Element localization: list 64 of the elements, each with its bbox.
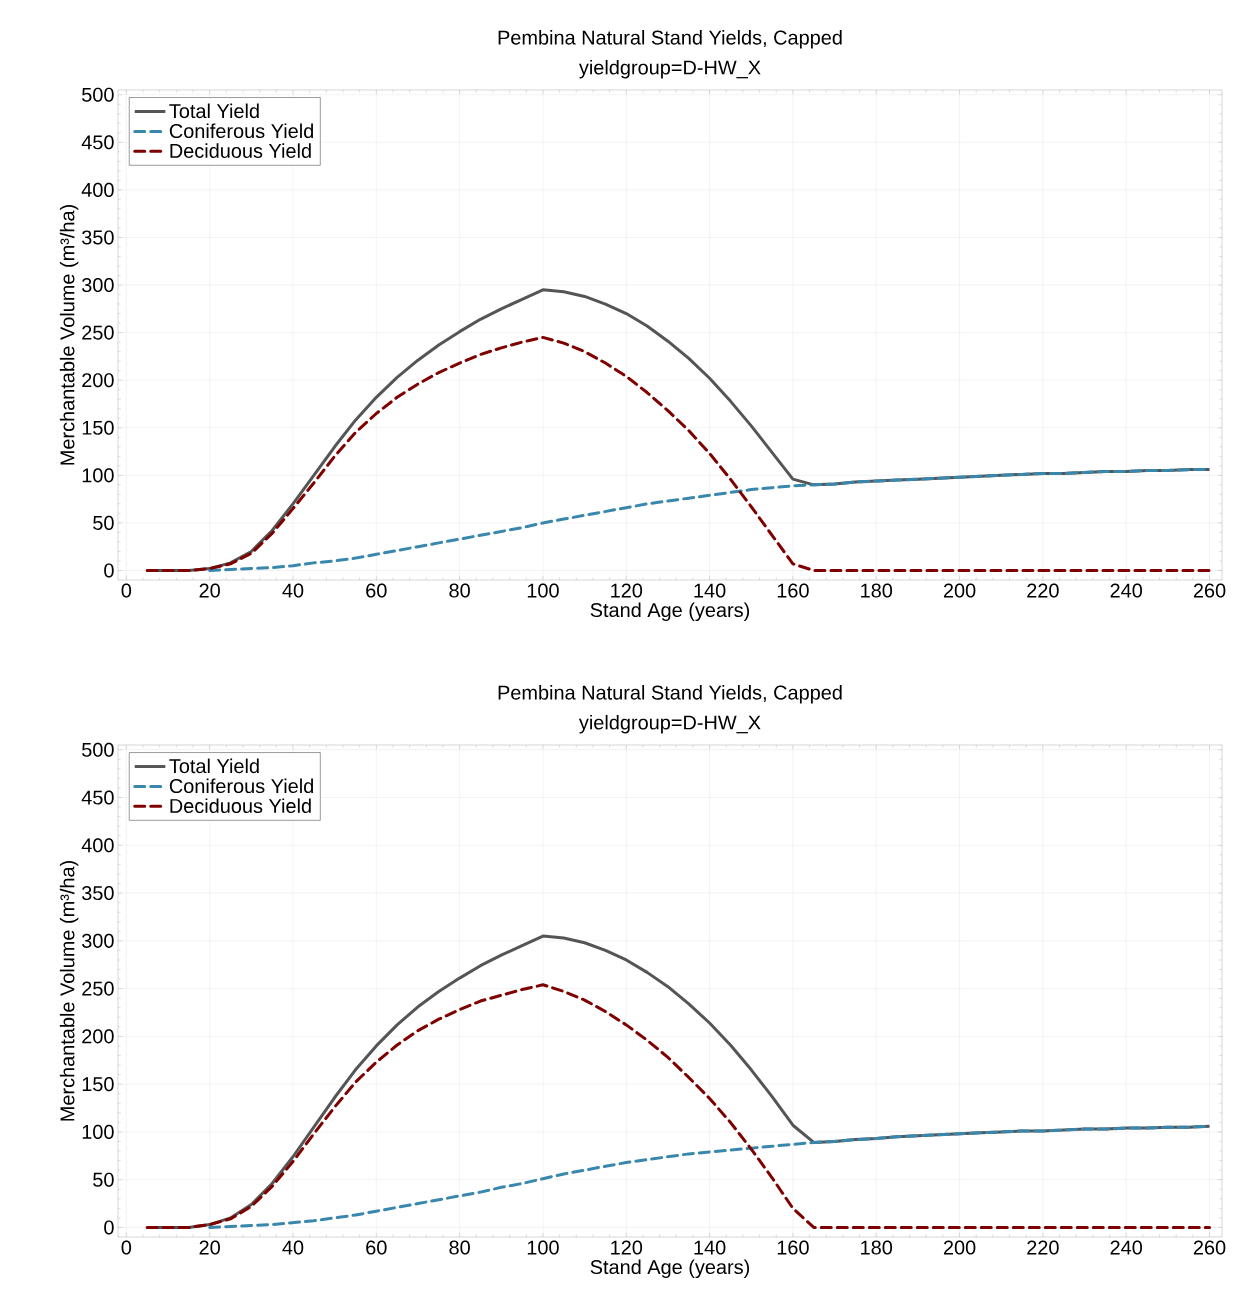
x-tick-label: 260 [1193, 1240, 1226, 1255]
x-tick-label: 40 [282, 583, 304, 598]
x-tick-label: 240 [1110, 1240, 1143, 1255]
y-tick-label: 400 [81, 182, 114, 197]
y-tick-label: 200 [82, 1029, 114, 1044]
chart-title: Pembina Natural Stand Yields, Capped [498, 685, 842, 704]
x-tick-label: 260 [1193, 583, 1226, 598]
y-tick-label: 250 [82, 981, 114, 996]
y-tick-label: 450 [81, 790, 114, 805]
y-tick-label: 300 [82, 933, 114, 948]
x-tick-label: 40 [282, 1240, 304, 1255]
chart-subtitle: yieldgroup=D-HW_X [578, 714, 761, 734]
x-tick-label: 180 [861, 583, 893, 598]
x-tick-label: 220 [1027, 1240, 1059, 1255]
x-axis-title: Stand Age (years) [590, 602, 750, 622]
x-tick-label: 240 [1110, 583, 1143, 598]
legend-label: Coniferous Yield [169, 123, 313, 139]
chart-title: Pembina Natural Stand Yields, Capped [498, 30, 842, 49]
y-tick-label: 250 [82, 325, 114, 340]
y-tick-label: 200 [82, 373, 114, 388]
x-tick-label: 100 [527, 583, 559, 598]
y-tick-label: 300 [82, 277, 114, 293]
x-tick-label: 180 [861, 1240, 893, 1255]
y-tick-label: 350 [82, 886, 114, 901]
x-axis-title: Stand Age (years) [590, 1259, 750, 1279]
legend-label: Deciduous Yield [170, 798, 311, 814]
x-tick-label: 200 [943, 583, 976, 598]
legend-label: Total Yield [169, 103, 259, 119]
y-axis-title: Merchantable Volume (m³/ha) [59, 861, 79, 1121]
x-tick-label: 220 [1027, 583, 1059, 598]
x-tick-label: 140 [694, 583, 726, 598]
y-tick-label: 150 [82, 420, 114, 435]
x-tick-label: 80 [449, 583, 470, 598]
x-tick-label: 60 [366, 583, 387, 598]
y-tick-label: 50 [93, 515, 114, 530]
x-tick-label: 140 [694, 1240, 726, 1255]
x-tick-label: 200 [943, 1240, 976, 1255]
x-tick-label: 160 [777, 1240, 809, 1255]
x-tick-label: 160 [777, 583, 809, 598]
x-tick-label: 0 [121, 1240, 132, 1255]
x-tick-label: 80 [449, 1240, 470, 1255]
y-tick-label: 450 [81, 135, 114, 150]
y-tick-label: 0 [104, 1220, 114, 1235]
y-tick-label: 50 [93, 1172, 114, 1187]
x-tick-label: 20 [199, 583, 220, 598]
chart-subtitle: yieldgroup=D-HW_X [578, 59, 761, 79]
legend-label: Deciduous Yield [170, 143, 311, 158]
y-tick-label: 0 [104, 563, 114, 578]
y-tick-label: 500 [82, 87, 114, 102]
y-tick-label: 500 [82, 742, 114, 757]
x-tick-label: 100 [527, 1240, 559, 1255]
legend-label: Total Yield [169, 758, 259, 774]
y-tick-label: 150 [82, 1077, 114, 1092]
x-tick-label: 120 [611, 1240, 643, 1255]
legend-label: Coniferous Yield [169, 778, 313, 794]
y-axis-title: Merchantable Volume (m³/ha) [59, 205, 79, 465]
x-tick-label: 120 [611, 583, 643, 598]
x-tick-label: 0 [121, 583, 132, 598]
y-tick-label: 350 [82, 230, 114, 245]
y-tick-label: 100 [82, 1124, 114, 1139]
y-tick-label: 400 [81, 838, 114, 853]
x-tick-label: 20 [199, 1240, 220, 1255]
x-tick-label: 60 [366, 1240, 387, 1255]
y-tick-label: 100 [82, 468, 114, 483]
